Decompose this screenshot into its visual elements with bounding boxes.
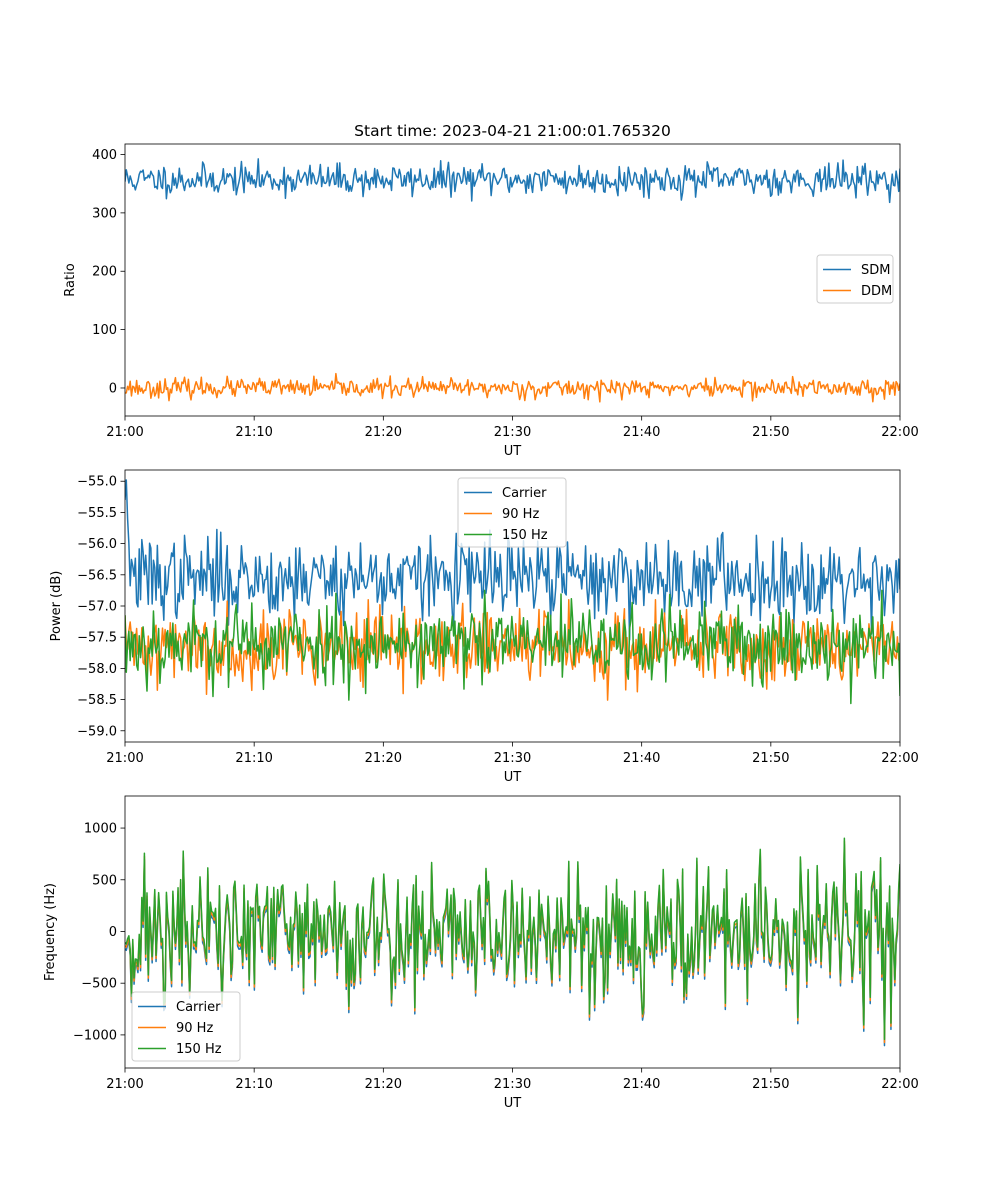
- y-tick-label: −58.0: [77, 662, 117, 677]
- y-tick-label: 0: [109, 381, 117, 396]
- figure-title: Start time: 2023-04-21 21:00:01.765320: [354, 122, 671, 140]
- y-axis-label: Power (dB): [49, 571, 64, 642]
- x-tick-label: 21:00: [106, 425, 143, 440]
- chart-panels: 21:00 21:10 21:20 21:30 21:40 21:50 22:00 0 100 2…: [43, 143, 919, 1111]
- y-tick-label: 300: [92, 206, 117, 221]
- series-lines: [125, 158, 900, 403]
- legend-label: 90 Hz: [176, 1021, 213, 1036]
- series-line-sdm: [125, 158, 900, 204]
- x-tick-label: 21:30: [494, 1077, 531, 1092]
- x-tick-label: 21:50: [752, 1077, 789, 1092]
- series-line-carrier: [125, 479, 900, 641]
- subplot-2: 21:00 21:10 21:20 21:30 21:40 21:50 22:00 −55.0…: [49, 469, 919, 785]
- x-axis-label: UT: [504, 1096, 522, 1111]
- series-line-ddm: [125, 372, 900, 403]
- subplot-1: 21:00 21:10 21:20 21:30 21:40 21:50 22:00 0 100 2…: [63, 143, 919, 459]
- x-tick-label: 22:00: [881, 1077, 918, 1092]
- y-tick-label: −57.0: [77, 600, 117, 615]
- x-tick-label: 21:50: [752, 751, 789, 766]
- legend-box: [131, 991, 241, 1062]
- y-tick-label: 1000: [84, 822, 117, 837]
- x-tick-label: 21:30: [494, 425, 531, 440]
- x-tick-label: 21:20: [365, 751, 402, 766]
- x-tick-label: 21:30: [494, 751, 531, 766]
- subplot-3: 21:00 21:10 21:20 21:30 21:40 21:50 22:00 1000 5…: [43, 795, 919, 1111]
- y-tick-label: 400: [92, 148, 117, 163]
- legend-box: [457, 477, 567, 548]
- y-tick-label: −56.5: [77, 568, 117, 583]
- series-lines: [125, 837, 900, 1047]
- y-tick-label: −56.0: [77, 537, 117, 552]
- x-tick-label: 21:10: [235, 425, 272, 440]
- legend: Carrier 90 Hz 150 Hz: [131, 991, 241, 1062]
- legend: Carrier 90 Hz 150 Hz: [457, 477, 567, 548]
- y-tick-label: −55.0: [77, 475, 117, 490]
- x-tick-label: 21:10: [235, 751, 272, 766]
- y-tick-label: −500: [81, 977, 117, 992]
- y-axis-label: Ratio: [63, 263, 78, 296]
- x-tick-label: 22:00: [881, 425, 918, 440]
- y-tick-label: 500: [92, 873, 117, 888]
- x-axis-label: UT: [504, 444, 522, 459]
- legend-label: 150 Hz: [502, 528, 548, 543]
- x-tick-label: 21:20: [365, 425, 402, 440]
- y-tick-label: 100: [92, 323, 117, 338]
- legend-label: DDM: [861, 284, 892, 299]
- x-tick-label: 21:40: [623, 1077, 660, 1092]
- legend: SDM DDM: [816, 254, 894, 304]
- x-tick-label: 21:20: [365, 1077, 402, 1092]
- x-tick-label: 21:10: [235, 1077, 272, 1092]
- y-tick-label: −57.5: [77, 631, 117, 646]
- y-axis-label: Frequency (Hz): [43, 883, 58, 981]
- series-line-150-hz: [125, 589, 900, 705]
- series-lines: [125, 479, 900, 705]
- y-tick-label: −59.0: [77, 724, 117, 739]
- legend-label: Carrier: [176, 1000, 221, 1015]
- x-tick-label: 22:00: [881, 751, 918, 766]
- x-tick-label: 21:50: [752, 425, 789, 440]
- legend-label: 90 Hz: [502, 507, 539, 522]
- y-tick-label: −55.5: [77, 506, 117, 521]
- y-tick-label: −58.5: [77, 693, 117, 708]
- y-tick-label: 200: [92, 265, 117, 280]
- y-tick-label: −1000: [73, 1028, 117, 1043]
- y-tick-label: 0: [109, 925, 117, 940]
- legend-label: 150 Hz: [176, 1042, 222, 1057]
- x-axis-label: UT: [504, 770, 522, 785]
- legend-label: Carrier: [502, 486, 547, 501]
- legend-label: SDM: [861, 263, 890, 278]
- x-tick-label: 21:40: [623, 425, 660, 440]
- x-tick-label: 21:40: [623, 751, 660, 766]
- x-tick-label: 21:00: [106, 751, 143, 766]
- series-line-150-hz: [125, 837, 900, 1041]
- x-tick-label: 21:00: [106, 1077, 143, 1092]
